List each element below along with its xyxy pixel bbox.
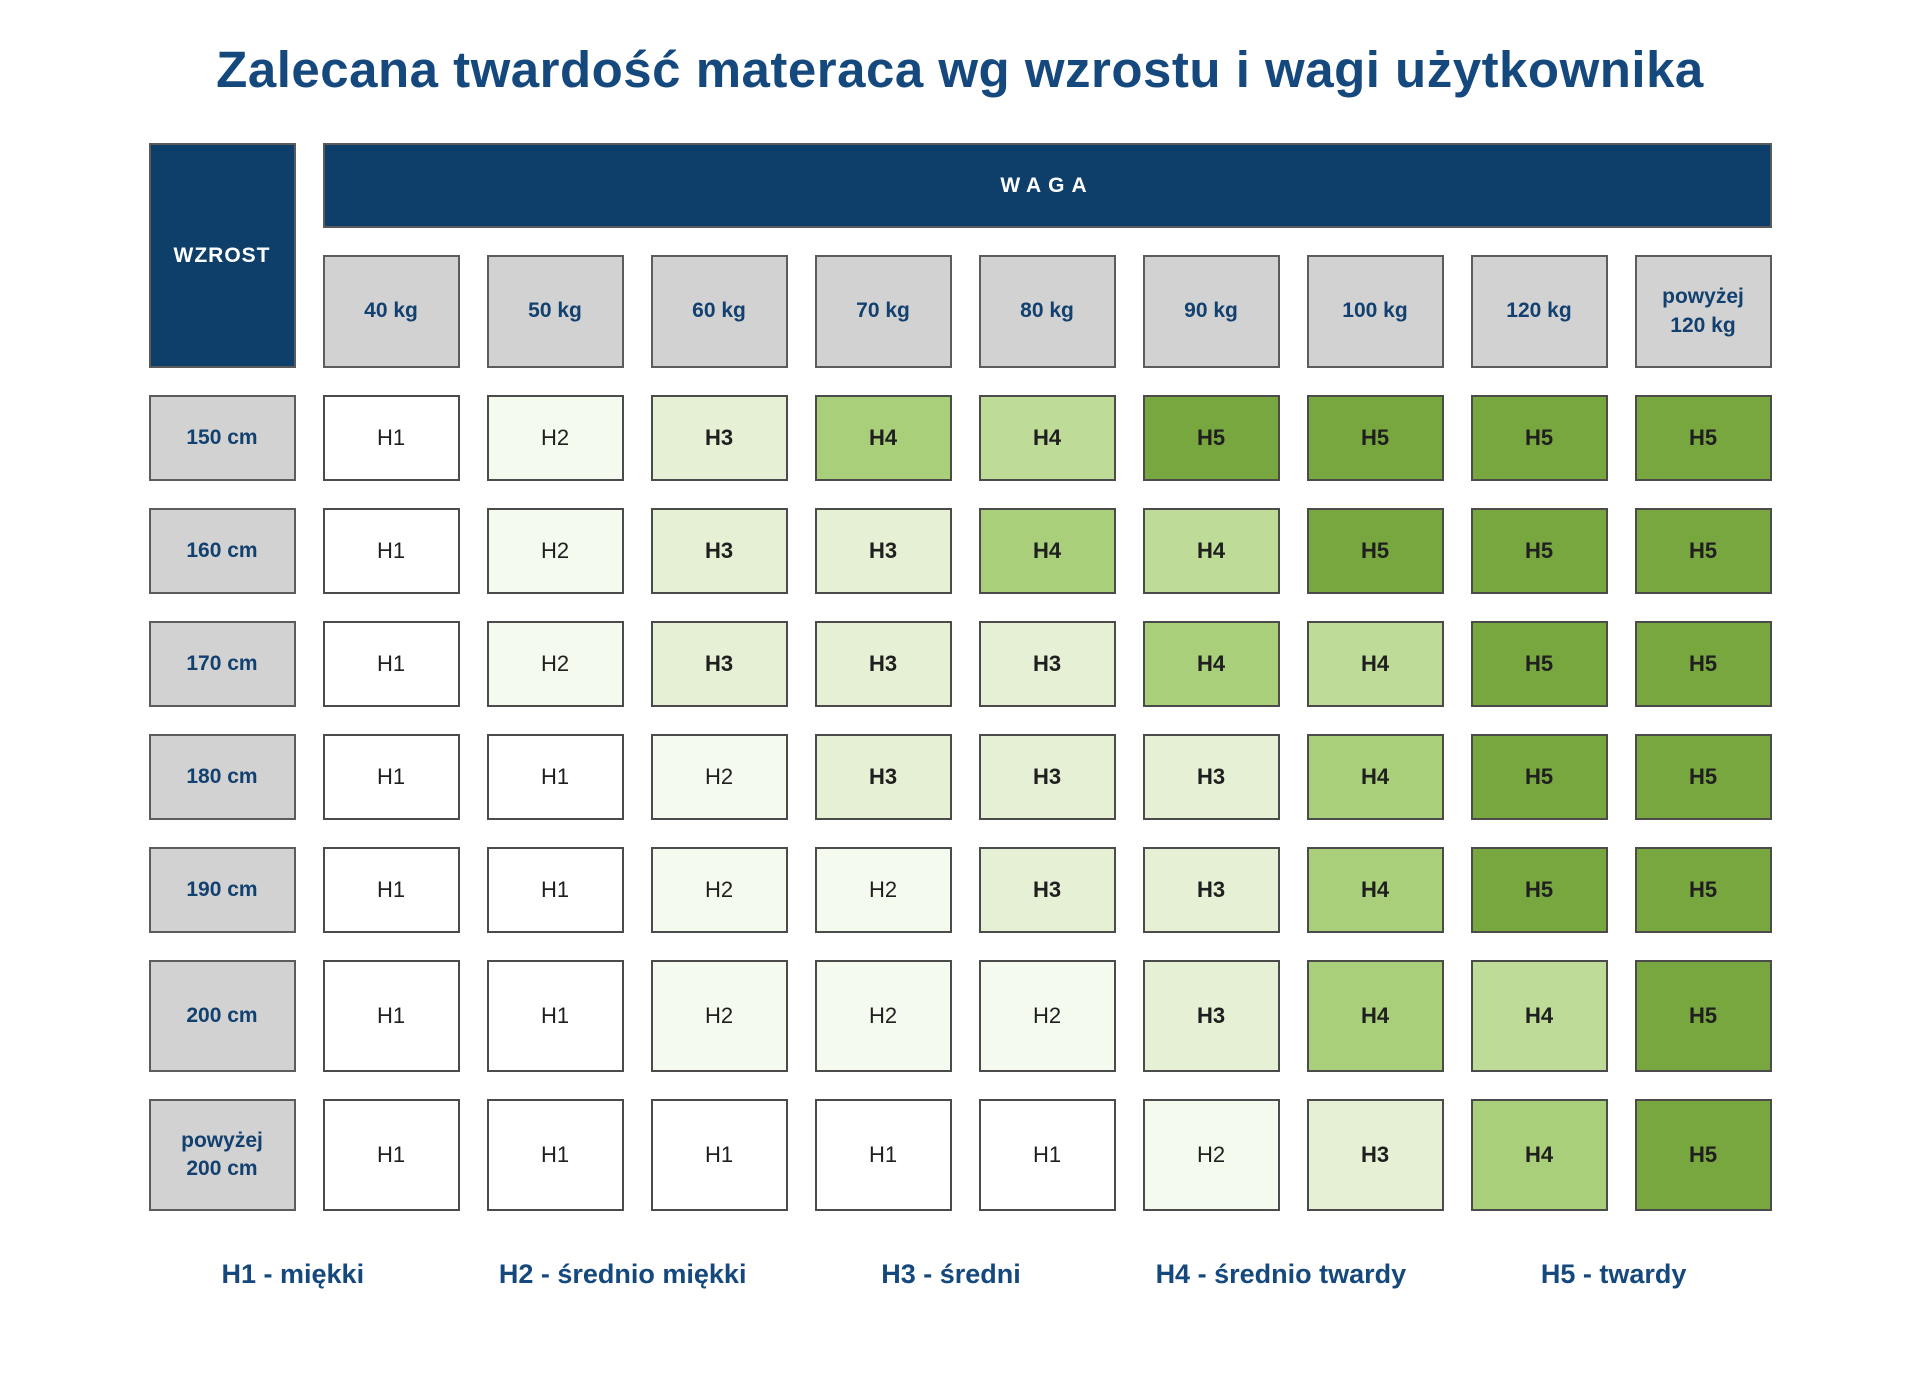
firmness-cell: H4	[1470, 960, 1608, 1072]
legend-item: H4 - średnio twardy	[1155, 1259, 1407, 1289]
firmness-cell: H5	[1470, 395, 1608, 481]
legend-item: H3 - średni	[881, 1259, 1021, 1289]
firmness-cell: H5	[1634, 734, 1772, 820]
firmness-cell: H1	[486, 1099, 624, 1211]
legend: H1 - miękki H2 - średnio miękki H3 - średn…	[149, 1259, 1772, 1290]
firmness-cell: H1	[486, 734, 624, 820]
firmness-cell: H4	[1142, 621, 1280, 707]
firmness-cell: H3	[650, 508, 788, 594]
col-header: powyżej 120 kg	[1634, 255, 1772, 368]
firmness-cell: H5	[1634, 508, 1772, 594]
weight-axis-header: WAGA	[322, 143, 1772, 228]
firmness-cell: H2	[978, 960, 1116, 1072]
firmness-cell: H4	[1306, 847, 1444, 933]
col-header: 70 kg	[814, 255, 952, 368]
firmness-cell: H5	[1634, 960, 1772, 1072]
row-header: 160 cm	[148, 508, 296, 594]
firmness-cell: H2	[486, 621, 624, 707]
col-header: 120 kg	[1470, 255, 1608, 368]
firmness-cell: H5	[1634, 621, 1772, 707]
firmness-cell: H2	[486, 508, 624, 594]
firmness-cell: H5	[1634, 395, 1772, 481]
firmness-cell: H5	[1470, 847, 1608, 933]
firmness-cell: H2	[486, 395, 624, 481]
row-header: 170 cm	[148, 621, 296, 707]
mattress-firmness-infographic: Zalecana twardość materaca wg wzrostu i …	[0, 40, 1920, 1290]
firmness-cell: H2	[814, 960, 952, 1072]
firmness-cell: H2	[650, 734, 788, 820]
legend-item: H5 - twardy	[1540, 1259, 1687, 1289]
row-header: 190 cm	[148, 847, 296, 933]
col-header: 80 kg	[978, 255, 1116, 368]
firmness-cell: H5	[1470, 621, 1608, 707]
firmness-cell: H3	[650, 621, 788, 707]
firmness-cell: H3	[1142, 847, 1280, 933]
firmness-cell: H5	[1142, 395, 1280, 481]
firmness-cell: H3	[978, 621, 1116, 707]
firmness-cell: H2	[650, 847, 788, 933]
firmness-table: WZROST WAGA 40 kg 50 kg 60 kg 70 kg 80 kg 90 …	[148, 143, 1772, 1211]
row-header: 180 cm	[148, 734, 296, 820]
firmness-cell: H2	[814, 847, 952, 933]
firmness-cell: H1	[814, 1099, 952, 1211]
firmness-cell: H4	[978, 508, 1116, 594]
firmness-cell: H2	[1142, 1099, 1280, 1211]
firmness-cell: H4	[1306, 960, 1444, 1072]
firmness-cell: H1	[978, 1099, 1116, 1211]
firmness-cell: H3	[1142, 960, 1280, 1072]
firmness-cell: H1	[486, 960, 624, 1072]
firmness-cell: H4	[1470, 1099, 1608, 1211]
firmness-cell: H4	[1142, 508, 1280, 594]
firmness-cell: H1	[322, 960, 460, 1072]
page-title: Zalecana twardość materaca wg wzrostu i …	[216, 41, 1704, 98]
firmness-cell: H5	[1634, 847, 1772, 933]
firmness-cell: H4	[1306, 734, 1444, 820]
firmness-cell: H1	[322, 734, 460, 820]
firmness-cell: H5	[1306, 395, 1444, 481]
col-header: 50 kg	[486, 255, 624, 368]
firmness-cell: H1	[650, 1099, 788, 1211]
firmness-cell: H3	[814, 508, 952, 594]
firmness-cell: H3	[978, 734, 1116, 820]
firmness-cell: H3	[978, 847, 1116, 933]
firmness-cell: H3	[814, 734, 952, 820]
col-header: 40 kg	[322, 255, 460, 368]
legend-item: H1 - miękki	[221, 1259, 365, 1289]
firmness-cell: H3	[1306, 1099, 1444, 1211]
col-header: 60 kg	[650, 255, 788, 368]
firmness-cell: H1	[322, 508, 460, 594]
firmness-cell: H5	[1470, 508, 1608, 594]
legend-item: H2 - średnio miękki	[498, 1259, 747, 1289]
firmness-cell: H2	[650, 960, 788, 1072]
row-header: powyżej 200 cm	[148, 1099, 296, 1211]
row-header: 200 cm	[148, 960, 296, 1072]
firmness-cell: H1	[486, 847, 624, 933]
firmness-cell: H4	[1306, 621, 1444, 707]
firmness-cell: H1	[322, 395, 460, 481]
firmness-cell: H3	[1142, 734, 1280, 820]
firmness-cell: H5	[1306, 508, 1444, 594]
firmness-cell: H1	[322, 621, 460, 707]
firmness-cell: H1	[322, 847, 460, 933]
height-axis-header: WZROST	[148, 143, 296, 368]
firmness-cell: H4	[814, 395, 952, 481]
firmness-cell: H4	[978, 395, 1116, 481]
firmness-cell: H3	[814, 621, 952, 707]
firmness-cell: H1	[322, 1099, 460, 1211]
firmness-cell: H3	[650, 395, 788, 481]
firmness-cell: H5	[1470, 734, 1608, 820]
col-header: 100 kg	[1306, 255, 1444, 368]
row-header: 150 cm	[148, 395, 296, 481]
col-header: 90 kg	[1142, 255, 1280, 368]
firmness-cell: H5	[1634, 1099, 1772, 1211]
